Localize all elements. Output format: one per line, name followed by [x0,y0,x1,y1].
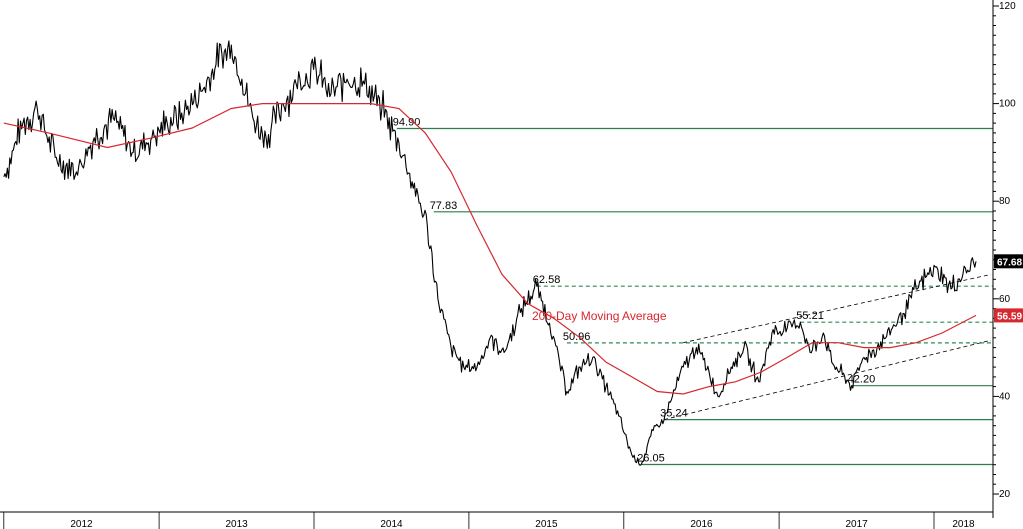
level-label: 26.05 [637,453,665,465]
x-tick-label: 2015 [535,519,558,529]
y-tick-label: 60 [999,294,1011,305]
last-value-tag [994,254,1023,269]
trend-channel [664,274,991,420]
y-tick-label: 40 [999,391,1011,402]
level-label: 94.90 [393,117,421,129]
y-tick-label: 20 [999,489,1011,500]
x-tick-label: 2018 [952,519,975,529]
x-tick-label: 2017 [845,519,868,529]
level-label: 55.21 [796,310,824,322]
price-line [3,40,977,466]
last-value-label: 56.59 [997,311,1022,322]
moving-average-label: 200-Day Moving Average [532,309,667,323]
x-tick-label: 2016 [690,519,713,529]
price-series [3,40,977,466]
x-tick-label: 2014 [380,519,403,529]
trend-line [683,274,991,344]
moving-average-line [3,103,977,395]
last-value-tags: 67.68 56.59 [994,254,1023,323]
x-axis: 2012 2013 2014 2015 2016 2017 2018 [0,511,993,529]
support-resistance-levels: 94.90 77.83 62.58 55.21 50.96 42.20 35.24 26.05 [393,117,993,466]
level-label: 50.96 [563,331,591,343]
level-label: 35.24 [660,408,688,420]
level-label: 42.20 [848,374,876,386]
x-tick-label: 2013 [225,519,248,529]
level-label: 77.83 [430,200,458,212]
y-tick-label: 80 [999,196,1011,207]
trend-line [664,339,991,420]
level-label: 62.58 [533,274,561,286]
y-tick-label: 120 [999,1,1016,12]
last-value-label: 67.68 [997,257,1022,268]
y-tick-label: 100 [999,99,1016,110]
x-tick-label: 2012 [70,519,93,529]
last-value-tag [994,308,1023,323]
y-axis: 20 40 60 80 100 120 [992,0,1016,518]
